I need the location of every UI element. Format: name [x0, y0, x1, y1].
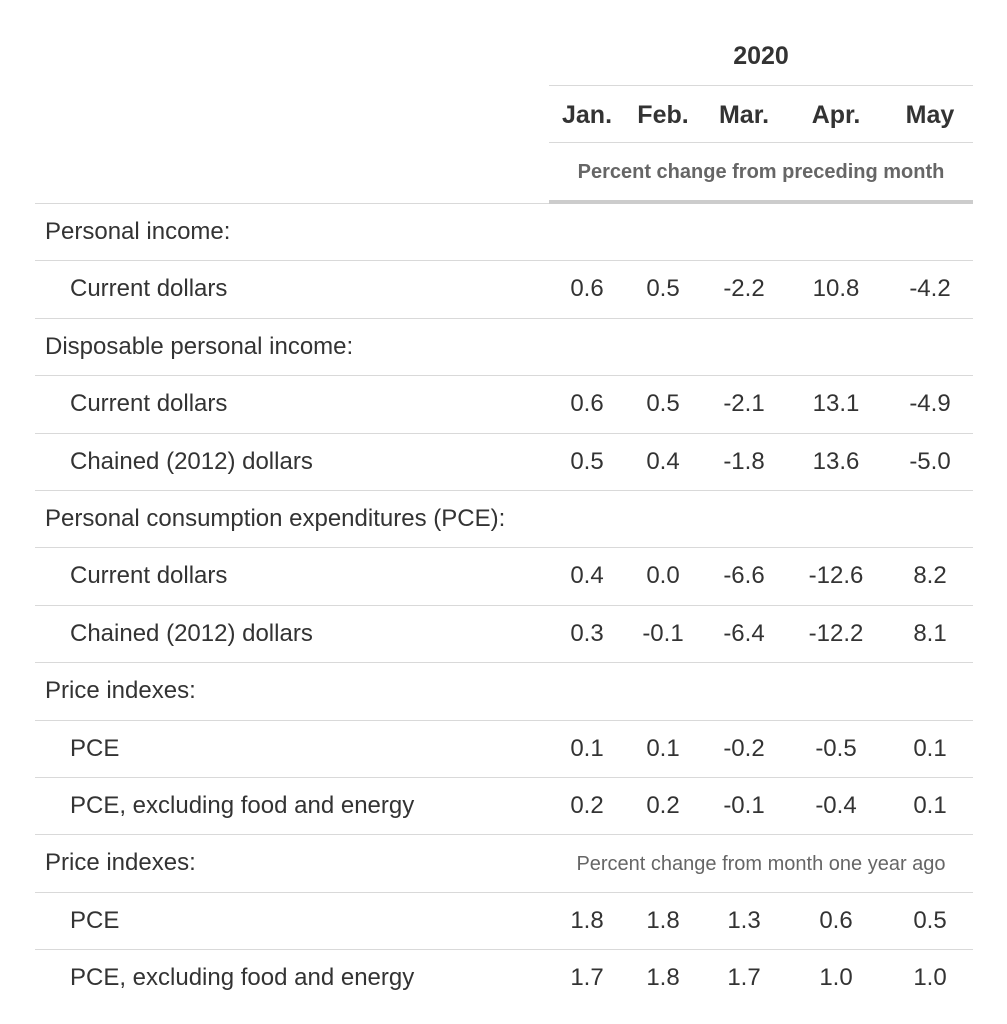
year-divider [549, 85, 973, 86]
row-label: Current dollars [70, 390, 228, 418]
year-header: 2020 [733, 42, 789, 70]
table-cell: -12.6 [808, 562, 864, 590]
month-header-0: Jan. [561, 101, 613, 129]
table-cell: 1.3 [727, 906, 761, 934]
row-divider [35, 260, 973, 261]
table-cell: -5.0 [909, 447, 951, 475]
row-divider [35, 318, 973, 319]
table-cell: 1.0 [819, 964, 853, 992]
table-cell: -0.1 [723, 792, 765, 819]
table-cell: 1.7 [727, 964, 761, 992]
table-cell: 0.4 [570, 562, 604, 590]
row-divider [35, 490, 973, 491]
table-cell: -0.5 [815, 734, 857, 762]
row-label: PCE, excluding food and energy [70, 964, 415, 992]
table-cell: 8.2 [913, 562, 947, 590]
header-bottom-rule [549, 200, 973, 204]
row-label: Disposable personal income: [45, 332, 354, 360]
subheader: Percent change from preceding month [577, 161, 945, 183]
table-cell: 1.8 [646, 964, 680, 992]
row-label: PCE [70, 734, 120, 762]
table-cell: 0.4 [646, 447, 680, 475]
table-cell: -6.4 [723, 619, 765, 647]
month-divider [549, 142, 973, 143]
row-divider [35, 949, 973, 950]
row-label: Price indexes: [45, 849, 196, 877]
table-cell: 1.7 [570, 964, 604, 992]
row-divider [35, 720, 973, 721]
table-cell: 1.8 [570, 906, 604, 934]
row-label: PCE [70, 906, 120, 934]
table-cell: 1.0 [913, 964, 947, 992]
table-cell: 0.5 [646, 390, 680, 418]
month-header-3: Apr. [811, 101, 861, 129]
table-cell: 0.2 [646, 792, 680, 819]
row-divider [35, 547, 973, 548]
row-label: Chained (2012) dollars [70, 447, 313, 475]
row-divider [35, 203, 549, 204]
row-label: Personal consumption expenditures (PCE): [45, 505, 506, 532]
table-cell: 0.0 [646, 562, 680, 590]
row-divider [35, 433, 973, 434]
month-header-4: May [905, 101, 955, 129]
table-cell: -4.2 [909, 275, 951, 303]
table-cell: 13.1 [812, 390, 860, 418]
row-label: Current dollars [70, 275, 228, 303]
table-cell: 10.8 [812, 275, 860, 303]
table-cell: 0.6 [570, 390, 604, 418]
row-label: Current dollars [70, 562, 228, 590]
table-cell: -0.4 [815, 792, 857, 819]
table-cell: 0.1 [646, 734, 680, 762]
table-cell: 0.3 [570, 619, 604, 647]
table-cell: 0.6 [570, 275, 604, 303]
table-cell: 0.5 [646, 275, 680, 303]
table-cell: 13.6 [812, 447, 860, 475]
row-divider [35, 605, 973, 606]
table-cell: -2.1 [723, 390, 765, 418]
row-label: Price indexes: [45, 677, 196, 705]
row-divider [35, 777, 973, 778]
table-cell: 0.5 [570, 447, 604, 475]
table-cell: 0.1 [570, 734, 604, 762]
table-cell: -12.2 [808, 619, 864, 647]
table-cell: 1.8 [646, 906, 680, 934]
row-label: PCE, excluding food and energy [70, 792, 415, 819]
table-cell: -0.2 [723, 734, 765, 762]
table-cell: -1.8 [723, 447, 765, 475]
table-cell: -2.2 [723, 275, 765, 303]
row-divider [35, 375, 973, 376]
table-cell: -4.9 [909, 390, 951, 418]
table-cell: 0.1 [913, 734, 947, 762]
table-cell: 8.1 [913, 619, 947, 647]
row-divider [35, 892, 973, 893]
table-cell: 0.6 [819, 906, 853, 934]
table-cell: 0.5 [913, 906, 947, 934]
row-divider [35, 834, 973, 835]
table-cell: 0.1 [913, 792, 947, 819]
month-header-1: Feb. [637, 101, 689, 129]
table-cell: 0.2 [570, 792, 604, 819]
table-cell: -0.1 [642, 619, 684, 647]
month-header-2: Mar. [718, 101, 770, 129]
row-label: Personal income: [45, 218, 231, 245]
table-cell: -6.6 [723, 562, 765, 590]
subheader-year-ago: Percent change from month one year ago [576, 853, 946, 876]
row-label: Chained (2012) dollars [70, 619, 313, 647]
row-divider [35, 662, 973, 663]
